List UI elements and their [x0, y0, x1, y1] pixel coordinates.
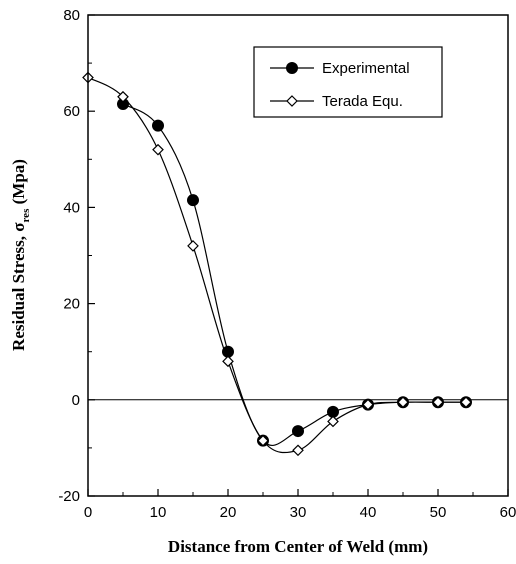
legend-marker-experimental	[286, 62, 298, 74]
data-point-terada	[187, 240, 199, 252]
data-point-experimental	[292, 425, 304, 438]
x-tick-label: 0	[84, 504, 92, 521]
y-tick-label: 60	[63, 103, 80, 120]
series-line-0	[122, 103, 466, 447]
data-point-terada	[117, 90, 129, 103]
data-point-terada	[292, 444, 304, 457]
data-point-terada	[460, 396, 472, 409]
data-point-experimental	[117, 97, 129, 110]
legend: Experimental Terada Equ.	[253, 46, 443, 118]
x-tick-label: 20	[220, 504, 237, 521]
x-tick-label: 30	[290, 504, 307, 521]
legend-label-experimental: Experimental	[322, 60, 410, 77]
data-point-experimental	[327, 405, 339, 418]
legend-marker-terada	[286, 95, 298, 107]
data-point-terada	[432, 396, 444, 409]
y-tick-label: 20	[63, 296, 80, 313]
y-tick-label: 0	[72, 392, 80, 409]
data-point-experimental	[187, 194, 199, 207]
data-point-terada	[327, 415, 339, 428]
y-tick-label: 80	[63, 7, 80, 24]
x-tick-label: 10	[150, 504, 167, 521]
series-line-1	[87, 76, 466, 454]
y-axis-title: Residual Stress, σres (Mpa)	[9, 159, 32, 351]
data-point-terada	[222, 355, 234, 368]
y-tick-label: 40	[63, 199, 80, 216]
legend-label-terada: Terada Equ.	[322, 93, 403, 110]
y-axis-title-subscript: res	[20, 208, 32, 223]
data-point-terada	[397, 396, 409, 409]
y-axis-title-main: Residual Stress,	[9, 232, 28, 351]
y-axis-title-symbol: σ	[9, 222, 28, 232]
y-axis-title-unit: (Mpa)	[9, 159, 28, 209]
legend-box	[253, 46, 443, 118]
x-tick-label: 60	[500, 504, 516, 521]
data-point-terada	[257, 434, 269, 447]
data-point-experimental	[222, 345, 234, 358]
x-tick-label: 40	[360, 504, 377, 521]
data-point-experimental	[152, 119, 164, 132]
x-axis-title: Distance from Center of Weld (mm)	[168, 537, 428, 556]
data-point-terada	[362, 398, 374, 411]
x-tick-label: 50	[430, 504, 447, 521]
data-point-terada	[152, 143, 164, 156]
series-layer	[82, 71, 508, 457]
y-tick-label: -20	[58, 488, 80, 505]
